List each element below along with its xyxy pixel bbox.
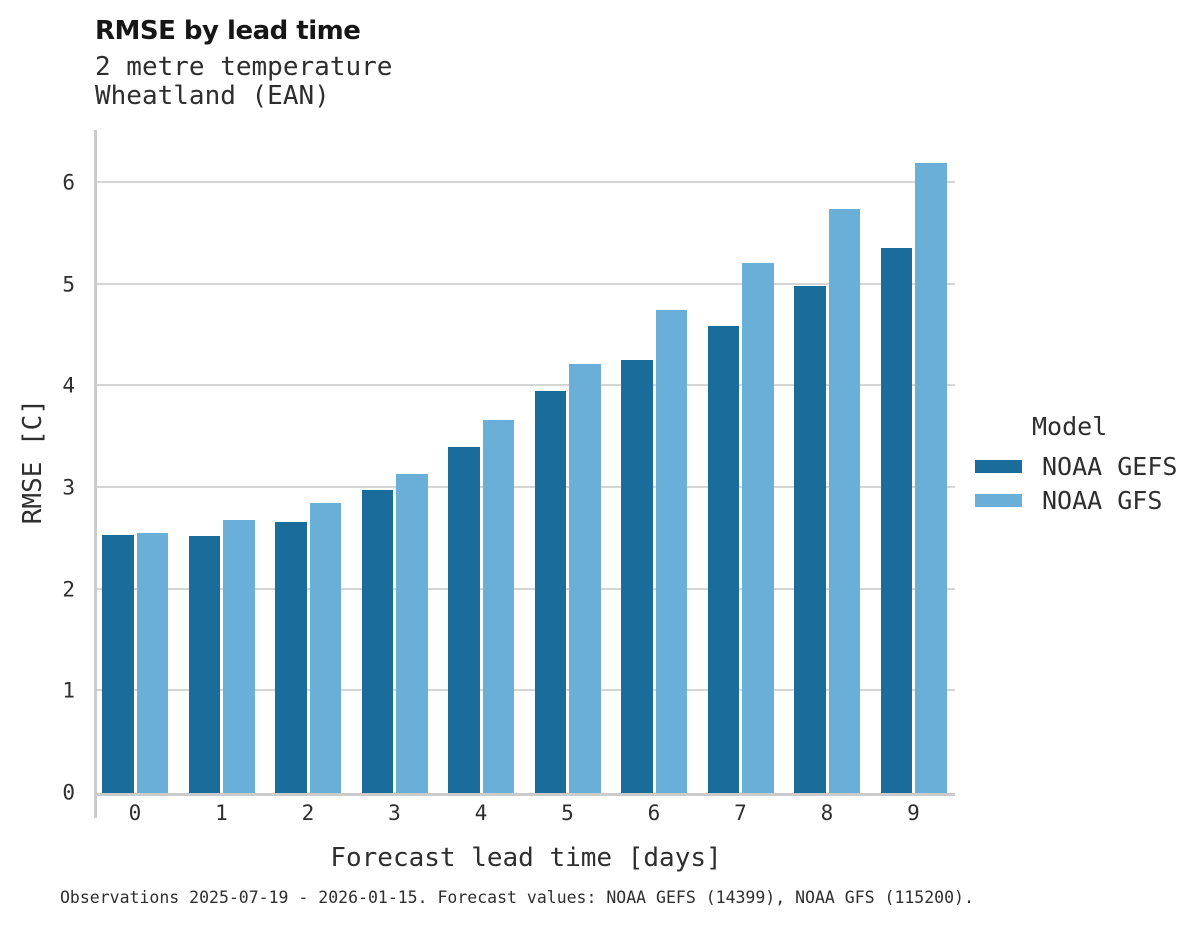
- bar-noaa-gefs-day-2: [275, 521, 307, 793]
- x-tick-label-2: 2: [301, 801, 315, 825]
- y-tick-label-1: 1: [62, 678, 75, 703]
- legend-swatch-noaa-gfs: [975, 493, 1022, 507]
- x-tick-label-8: 8: [820, 801, 834, 825]
- x-tick-label-9: 9: [907, 801, 920, 825]
- bar-noaa-gefs-day-7: [707, 326, 739, 793]
- y-axis-tick-labels: 0 1 2 3 4 5 6: [30, 130, 75, 803]
- bar-noaa-gfs-day-4: [482, 419, 514, 793]
- chart-subtitle-variable: 2 metre temperature: [95, 52, 393, 82]
- bar-noaa-gefs-day-1: [188, 535, 220, 793]
- y-axis-spine: [94, 130, 97, 818]
- footer-caption: Observations 2025-07-19 - 2026-01-15. Fo…: [60, 888, 974, 907]
- bar-noaa-gfs-day-2: [309, 503, 341, 793]
- legend-entry-noaa-gfs: NOAA GFS: [975, 483, 1177, 517]
- bar-noaa-gfs-day-7: [742, 263, 774, 793]
- y-tick-label-5: 5: [62, 272, 75, 297]
- bar-noaa-gfs-day-1: [223, 520, 255, 793]
- gridline-y-2: [97, 587, 955, 590]
- x-tick-label-5: 5: [561, 801, 574, 825]
- x-axis-line: [94, 793, 955, 796]
- x-axis-tick-labels: 0 1 2 3 4 5 6 7 8 9: [97, 801, 955, 829]
- bar-noaa-gfs-day-8: [828, 209, 860, 793]
- legend-title: Model: [1032, 412, 1108, 441]
- y-tick-label-3: 3: [62, 475, 75, 500]
- x-tick-label-1: 1: [215, 801, 228, 825]
- bar-noaa-gefs-day-8: [794, 285, 826, 793]
- chart-subtitle-station: Wheatland (EAN): [95, 81, 330, 111]
- y-tick-label-0: 0: [62, 780, 75, 805]
- x-tick-label-6: 6: [647, 801, 661, 825]
- y-tick-label-2: 2: [62, 577, 75, 602]
- gridline-y-6: [97, 180, 955, 183]
- legend-entry-noaa-gefs: NOAA GEFS: [975, 449, 1177, 483]
- x-tick-label-4: 4: [474, 801, 488, 825]
- x-axis-title: Forecast lead time [days]: [330, 843, 722, 873]
- x-tick-label-7: 7: [734, 801, 747, 825]
- gridline-y-3: [97, 485, 955, 488]
- chart-title: RMSE by lead time: [95, 16, 361, 46]
- bar-noaa-gefs-day-5: [534, 391, 566, 793]
- legend-label: NOAA GFS: [1042, 485, 1163, 515]
- bar-noaa-gefs-day-4: [448, 447, 480, 793]
- x-tick-label-0: 0: [128, 801, 142, 825]
- legend-rows: NOAA GEFS NOAA GFS: [975, 449, 1177, 517]
- gridline-y-1: [97, 689, 955, 692]
- bar-noaa-gefs-day-6: [621, 359, 653, 793]
- legend-label: NOAA GEFS: [1042, 451, 1178, 481]
- bar-noaa-gefs-day-3: [361, 489, 393, 793]
- bar-noaa-gfs-day-3: [396, 473, 428, 793]
- legend: Model NOAA GEFS NOAA GFS: [975, 412, 1177, 517]
- bar-noaa-gfs-day-0: [136, 532, 168, 793]
- bar-noaa-gfs-day-5: [569, 363, 601, 793]
- gridline-y-5: [97, 282, 955, 285]
- x-tick-label-3: 3: [388, 801, 401, 825]
- y-tick-label-6: 6: [62, 170, 75, 195]
- plot-area: [97, 130, 955, 793]
- bar-noaa-gfs-day-9: [915, 162, 947, 793]
- bar-noaa-gefs-day-9: [880, 247, 912, 793]
- legend-swatch-noaa-gefs: [975, 459, 1022, 473]
- y-tick-label-4: 4: [62, 373, 75, 398]
- bar-noaa-gefs-day-0: [102, 534, 134, 793]
- bar-noaa-gfs-day-6: [655, 310, 687, 793]
- gridline-y-4: [97, 384, 955, 387]
